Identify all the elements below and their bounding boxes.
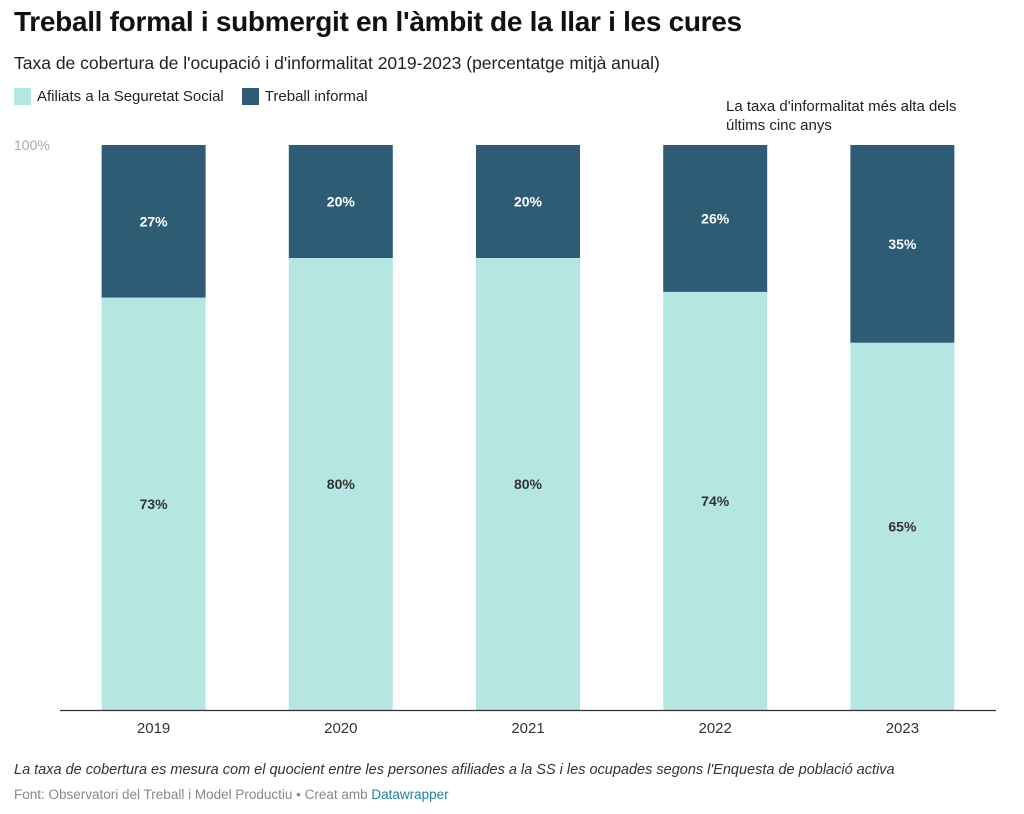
legend-swatch-affiliates (14, 88, 31, 105)
legend-swatch-informal (241, 88, 259, 105)
source-text: Font: Observatori del Treball i Model Pr… (14, 787, 372, 802)
legend-item-informal: Treball informal (241, 88, 368, 105)
data-label-affiliates-2023: 65% (888, 518, 917, 534)
bar-informal-2023 (850, 145, 955, 343)
footnote: La taxa de cobertura es mesura com el qu… (14, 762, 895, 778)
data-label-affiliates-2021: 80% (514, 476, 543, 492)
datawrapper-link[interactable]: Datawrapper (371, 787, 449, 802)
data-label-affiliates-2022: 74% (701, 493, 730, 509)
bar-informal-2019 (101, 145, 206, 298)
bar-affiliates-2023 (850, 342, 955, 710)
x-tick-label-2022: 2022 (699, 720, 732, 737)
data-label-informal-2022: 26% (701, 210, 730, 226)
x-tick-label-2020: 2020 (324, 720, 357, 737)
chart-subtitle: Taxa de cobertura de l'ocupació i d'info… (14, 53, 660, 73)
data-label-affiliates-2019: 73% (140, 496, 169, 512)
data-label-informal-2021: 20% (514, 194, 543, 210)
data-label-affiliates-2020: 80% (327, 476, 356, 492)
bar-affiliates-2022 (663, 291, 768, 710)
x-tick-label-2019: 2019 (137, 720, 170, 737)
bar-informal-2022 (663, 145, 768, 292)
legend: Afiliats a la Seguretat Social Treball i… (14, 88, 386, 105)
data-label-informal-2019: 27% (140, 213, 169, 229)
y-tick-label-100: 100% (14, 137, 50, 153)
x-tick-label-2023: 2023 (886, 720, 919, 737)
chart-title: Treball formal i submergit en l'àmbit de… (14, 6, 742, 37)
legend-label-informal: Treball informal (264, 88, 368, 105)
legend-item-affiliates: Afiliats a la Seguretat Social (14, 88, 224, 105)
stacked-bar-chart: 100% 73% 27% 2019 80% 20% 2020 80% 20% 2021 74% 26%… (14, 137, 996, 737)
data-label-informal-2023: 35% (888, 236, 917, 252)
data-label-informal-2020: 20% (327, 194, 356, 210)
bar-informal-2021 (476, 145, 580, 258)
legend-label-affiliates: Afiliats a la Seguretat Social (37, 88, 224, 105)
bar-affiliates-2019 (101, 297, 206, 710)
bar-informal-2020 (288, 145, 393, 258)
x-tick-label-2021: 2021 (511, 720, 544, 737)
source-line: Font: Observatori del Treball i Model Pr… (14, 787, 449, 802)
bar-affiliates-2020 (288, 258, 393, 710)
bar-affiliates-2021 (476, 258, 580, 710)
annotation-2023: La taxa d'informalitat més alta dels últ… (726, 98, 957, 134)
